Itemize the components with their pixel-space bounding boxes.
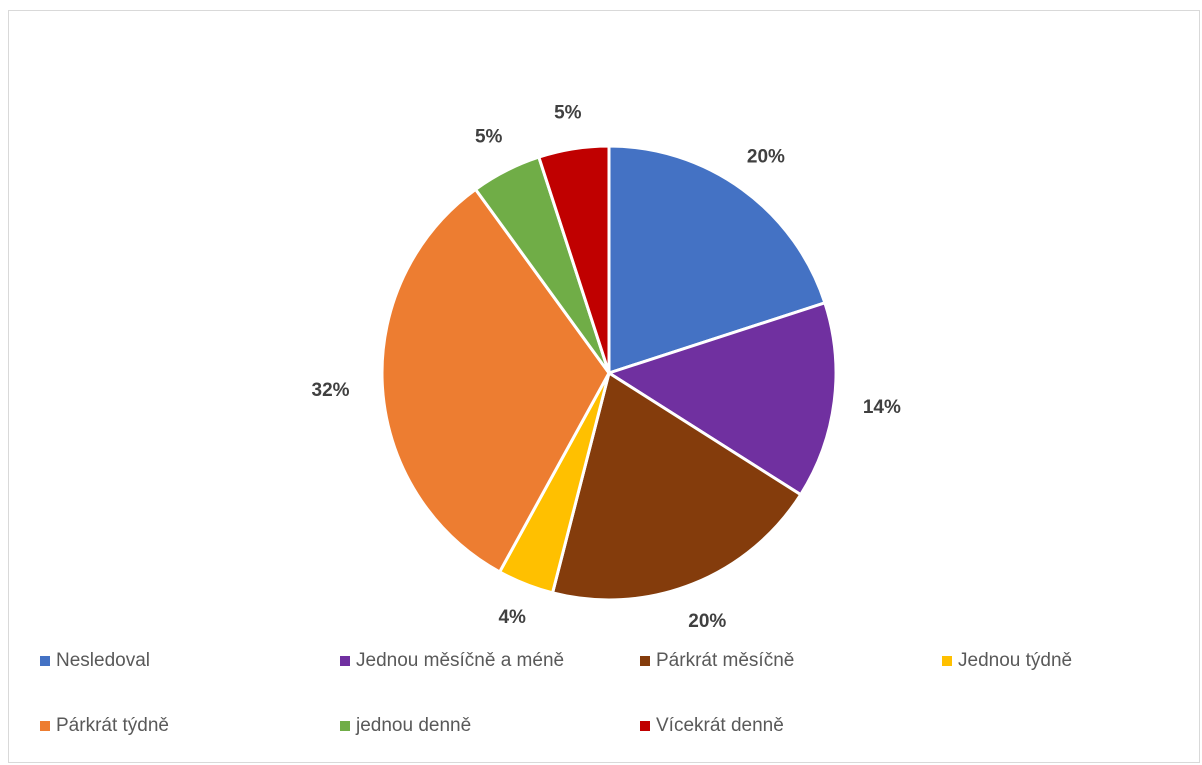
legend-label: jednou denně xyxy=(356,715,472,736)
legend-label: Jednou měsíčně a méně xyxy=(356,650,565,671)
legend-label: Nesledoval xyxy=(56,650,150,671)
data-labels: 20% 14% 20% 4% 32% 5% 5% xyxy=(312,103,901,632)
legend-swatch xyxy=(640,656,650,666)
data-label-7: 5% xyxy=(554,103,582,124)
pie-slice-2 xyxy=(605,300,838,497)
legend-swatch xyxy=(640,721,650,731)
pie-slice-7 xyxy=(536,144,611,374)
pie-slice-3 xyxy=(550,370,803,602)
legend-swatch xyxy=(942,656,952,666)
legend-swatch xyxy=(340,721,350,731)
legend-item-4: Jednou týdně xyxy=(942,648,1072,674)
pie-slice-1 xyxy=(607,144,827,376)
legend-label: Párkrát týdně xyxy=(56,715,169,736)
legend-label: Jednou týdně xyxy=(958,650,1073,671)
data-label-4: 4% xyxy=(498,607,526,628)
legend-item-2: Jednou měsíčně a méně xyxy=(340,648,564,674)
legend-item-6: jednou denně xyxy=(340,713,471,739)
legend-swatch xyxy=(340,656,350,666)
legend-label: Vícekrát denně xyxy=(656,715,784,736)
legend-item-5: Párkrát týdně xyxy=(40,713,169,739)
pie-slice-5 xyxy=(380,187,611,574)
data-label-3: 20% xyxy=(688,611,726,632)
legend-item-1: Nesledoval xyxy=(40,648,150,674)
data-label-5: 32% xyxy=(312,380,350,401)
legend-label: Párkrát měsíčně xyxy=(656,650,795,671)
legend-swatch xyxy=(40,721,50,731)
data-label-2: 14% xyxy=(863,397,901,418)
data-label-6: 5% xyxy=(475,126,503,147)
legend-item-3: Párkrát měsíčně xyxy=(640,648,794,674)
pie-slices xyxy=(380,144,838,602)
legend-swatch xyxy=(40,656,50,666)
legend-item-7: Vícekrát denně xyxy=(640,713,784,739)
data-label-1: 20% xyxy=(747,146,785,167)
